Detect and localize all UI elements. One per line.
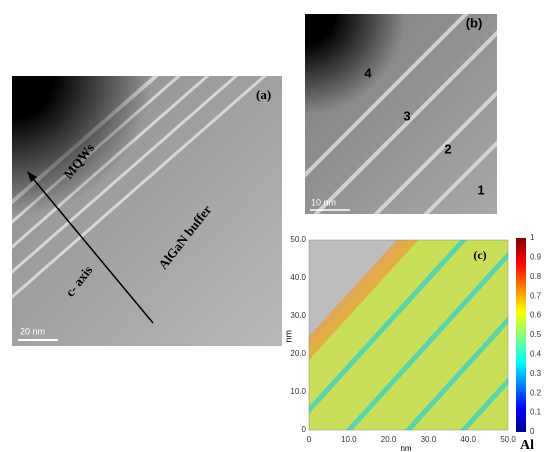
colorbar-label: Al [520,438,534,452]
panel-label: (b) [466,15,483,30]
colorbar-tick-label: 0.3 [530,369,542,378]
page: {"panel_a": {"label": "(a)", "mqws": "MQ… [0,0,559,452]
y-tick-label: 40.0 [290,273,306,282]
c-y-label: nm [283,330,293,343]
colorbar-tick-label: 0.1 [530,408,542,417]
marker: 2 [444,141,451,156]
colorbar-tick-label: 0.6 [530,311,542,320]
marker: 3 [403,108,410,123]
colorbar [516,238,526,432]
y-tick-label: 0 [302,425,307,434]
colorbar-tick-label: 0 [530,427,535,436]
colorbar-tick-label: 1 [530,233,535,242]
x-tick-label: 10.0 [341,435,357,444]
colorbar-tick-label: 0.7 [530,291,542,300]
colorbar-tick-label: 0.9 [530,253,542,262]
scale-label: 10 nm [311,197,336,207]
y-tick-label: 20.0 [290,349,306,358]
y-tick-label: 30.0 [290,311,306,320]
x-tick-label: 30.0 [421,435,437,444]
x-tick-label: 50.0 [500,435,516,444]
x-tick-label: 40.0 [460,435,476,444]
colorbar-tick-label: 0.8 [530,272,542,281]
scale-label: 20 nm [20,326,45,336]
y-tick-label: 50.0 [290,235,306,244]
colorbar-tick-label: 0.5 [530,330,542,339]
x-label: nm [400,444,411,452]
y-tick-label: 10.0 [290,387,306,396]
panel-label: (a) [256,87,271,102]
marker: 1 [477,182,484,197]
x-tick-label: 0 [307,435,312,444]
panel-b-image [250,0,559,270]
panel-label: (c) [473,248,486,262]
figure: nm (a) MQWs c- axis AlGaN buffer 20 nm (… [0,0,559,452]
x-tick-label: 20.0 [381,435,397,444]
colorbar-tick-label: 0.2 [530,388,542,397]
marker: 4 [364,65,372,80]
colorbar-tick-label: 0.4 [530,350,542,359]
